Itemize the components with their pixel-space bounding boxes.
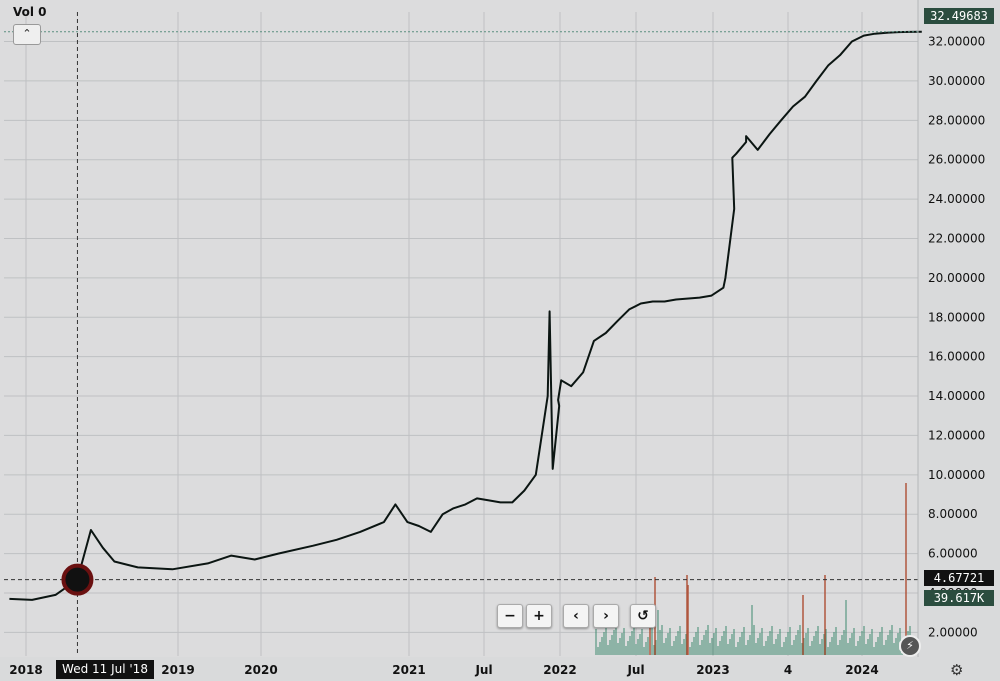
y-tick-label: 28.00000 [928, 113, 985, 127]
last-price-tag: 32.49683 [924, 8, 994, 24]
plot-background [0, 0, 918, 657]
y-tick-label: 8.00000 [928, 507, 978, 521]
y-tick-label: 12.00000 [928, 428, 985, 442]
y-tick-label: 20.00000 [928, 271, 985, 285]
y-tick-label: 6.00000 [928, 547, 978, 561]
gear-icon[interactable]: ⚙ [950, 661, 964, 679]
crosshair-price-tag: 4.67721 [924, 570, 994, 586]
reset-button[interactable]: ↺ [630, 604, 656, 628]
scroll-left-button[interactable]: ‹ [563, 604, 589, 628]
x-tick-label: 2020 [244, 663, 277, 677]
zoom-out-button[interactable]: − [497, 604, 523, 628]
crosshair-date-tag: Wed 11 Jul '18 [56, 660, 154, 679]
y-tick-label: 16.00000 [928, 350, 985, 364]
y-tick-label: 30.00000 [928, 74, 985, 88]
price-line [9, 30, 922, 601]
lightning-icon[interactable]: ⚡ [899, 635, 921, 657]
x-tick-label: Jul [474, 663, 492, 677]
crosshair-marker [61, 563, 94, 596]
x-tick-label: 2024 [845, 663, 878, 677]
zoom-in-button[interactable]: + [526, 604, 552, 628]
y-tick-label: 22.00000 [928, 231, 985, 245]
y-tick-label: 10.00000 [928, 468, 985, 482]
y-tick-label: 32.00000 [928, 35, 985, 49]
y-tick-label: 24.00000 [928, 192, 985, 206]
x-tick-label: Jul [626, 663, 644, 677]
volume-label: Vol 0 [13, 5, 47, 19]
x-tick-label: 2023 [696, 663, 729, 677]
x-tick-label: 2022 [543, 663, 576, 677]
scroll-right-button[interactable]: › [593, 604, 619, 628]
crosshair-volume-tag: 39.617K [924, 590, 994, 606]
chevron-up-icon: ⌃ [22, 27, 32, 40]
x-tick-label: 2021 [392, 663, 425, 677]
collapse-button[interactable]: ⌃ [13, 24, 41, 45]
x-tick-label: 2018 [9, 663, 42, 677]
y-tick-label: 14.00000 [928, 389, 985, 403]
x-tick-label: 2019 [161, 663, 194, 677]
y-tick-label: 18.00000 [928, 310, 985, 324]
y-tick-label: 2.00000 [928, 625, 978, 639]
y-tick-label: 26.00000 [928, 153, 985, 167]
x-tick-label: 4 [784, 663, 792, 677]
